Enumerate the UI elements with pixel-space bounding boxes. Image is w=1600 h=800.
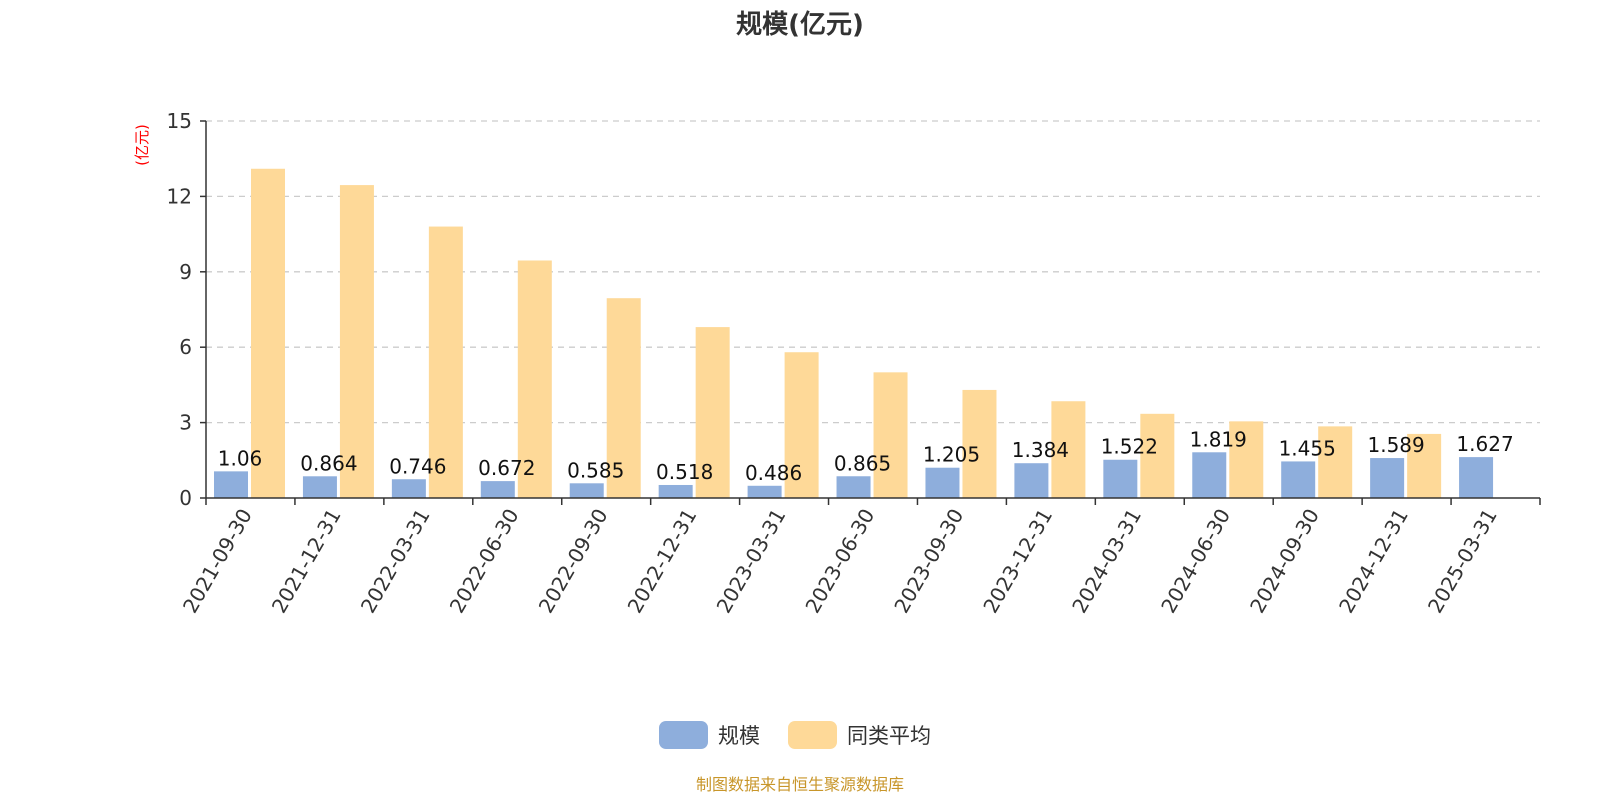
bar-scale (1281, 461, 1316, 498)
x-tick-label: 2023-09-30 (889, 505, 968, 618)
bar-peer-average (1318, 426, 1353, 498)
x-tick-label: 2022-12-31 (623, 505, 702, 618)
bar-scale (569, 483, 604, 498)
bar-scale (214, 471, 248, 498)
bar-peer-average (962, 389, 997, 498)
bar-value-label: 0.486 (745, 461, 802, 485)
y-tick-label: 15 (167, 109, 192, 133)
bar-value-label: 0.518 (656, 460, 713, 484)
bar-peer-average (695, 327, 730, 498)
bar-value-label: 1.589 (1368, 433, 1425, 457)
bar-value-label: 0.746 (389, 454, 446, 478)
y-axis-ticks: 0 3 6 9 12 15 (167, 109, 207, 510)
legend[interactable]: 规模 同类平均 (659, 721, 931, 749)
bar-value-label: 0.865 (834, 451, 891, 475)
bar-scale (658, 484, 693, 498)
legend-item-peer-average[interactable]: 同类平均 (788, 721, 931, 749)
bar-peer-average (784, 352, 819, 498)
bar-value-label: 1.384 (1012, 438, 1069, 462)
bar-peer-average (1140, 413, 1175, 498)
x-tick-label: 2024-12-31 (1334, 505, 1413, 618)
x-tick-label: 2023-03-31 (711, 505, 790, 618)
legend-label: 规模 (718, 724, 760, 748)
x-tick-label: 2022-03-31 (356, 505, 435, 618)
x-tick-label: 2025-03-31 (1423, 505, 1502, 618)
x-tick-label: 2021-12-31 (267, 505, 346, 618)
x-tick-label: 2022-06-30 (445, 505, 524, 618)
bar-scale (836, 476, 871, 498)
bar-peer-average (251, 168, 285, 498)
x-tick-label: 2023-06-30 (800, 505, 879, 618)
bar-value-label: 1.205 (923, 443, 980, 467)
bar-value-label: 1.06 (218, 446, 263, 470)
bar-scale (747, 485, 782, 498)
bar-scale (1370, 458, 1405, 498)
x-tick-label: 2021-09-30 (178, 505, 257, 618)
bar-peer-average (517, 260, 552, 498)
bar-scale (1014, 463, 1049, 498)
bar-peer-average (339, 185, 374, 498)
legend-item-scale[interactable]: 规模 (659, 721, 760, 749)
legend-swatch (659, 721, 708, 749)
bar-scale (480, 481, 515, 498)
bar-scale (391, 479, 426, 498)
x-tick-label: 2024-03-31 (1067, 505, 1146, 618)
chart-title: 规模(亿元) (736, 10, 864, 40)
y-axis-unit: (亿元) (133, 124, 151, 166)
y-tick-label: 12 (167, 184, 192, 208)
bar-value-label: 1.627 (1456, 432, 1513, 456)
bar-scale (1103, 459, 1138, 498)
x-tick-label: 2024-09-30 (1245, 505, 1324, 618)
legend-swatch (788, 721, 837, 749)
y-tick-label: 3 (179, 411, 192, 435)
bar-scale (1192, 452, 1227, 498)
data-source: 制图数据来自恒生聚源数据库 (696, 775, 904, 794)
y-tick-label: 0 (179, 486, 192, 510)
bar-value-label: 1.522 (1101, 435, 1158, 459)
x-axis: 2021-09-30 2021-12-31 2022-03-31 2022-06-30… (178, 497, 1541, 618)
bar-peer-average (606, 298, 641, 498)
bar-scale (1459, 457, 1494, 498)
grid-lines (206, 120, 1540, 424)
legend-label: 同类平均 (847, 724, 931, 748)
bar-value-label: 0.585 (567, 458, 624, 482)
bar-value-label: 0.864 (300, 451, 357, 475)
bar-value-label: 1.819 (1190, 427, 1247, 451)
x-tick-label: 2024-06-30 (1156, 505, 1235, 618)
y-tick-label: 6 (179, 335, 192, 359)
bar-peer-average (428, 226, 463, 498)
bar-value-label: 0.672 (478, 456, 535, 480)
bar-peer-average (1229, 421, 1264, 498)
bar-scale (925, 467, 960, 498)
bar-peer-average (1407, 433, 1442, 498)
bar-value-label: 1.455 (1279, 436, 1336, 460)
x-tick-label: 2023-12-31 (978, 505, 1057, 618)
bar-peer-average (1051, 401, 1086, 498)
x-tick-label: 2022-09-30 (534, 505, 613, 618)
bar-scale (302, 476, 337, 498)
bar-peer-average (873, 372, 908, 498)
y-tick-label: 9 (179, 260, 192, 284)
bars: 1.06 0.864 0.746 0.672 0.585 0.518 0.486 0.865 1… (214, 168, 1514, 498)
